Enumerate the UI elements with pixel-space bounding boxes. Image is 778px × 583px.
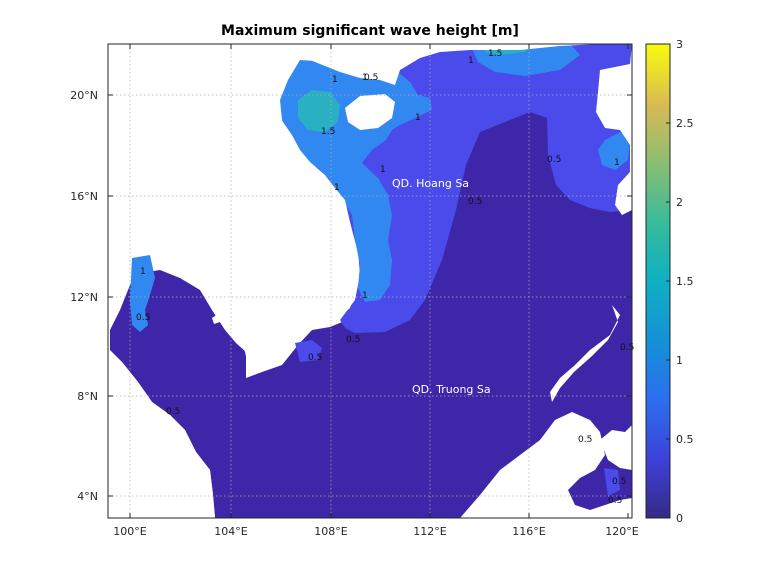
y-tick-label: 20°N (70, 89, 98, 102)
x-tick-label: 108°E (314, 525, 347, 538)
contour-label: 0.5 (166, 407, 180, 417)
sea-region-1m-borneo (604, 468, 620, 496)
land-indochina (108, 44, 358, 374)
land-cambodia-island (212, 314, 220, 324)
sea-region-1m-south (295, 340, 322, 362)
contour-label: 0.5 (346, 335, 360, 345)
colorbar-tick-label: 3 (676, 38, 683, 51)
contour-label: 1 (334, 183, 340, 193)
wave-field (108, 44, 632, 518)
colorbar-tick-label: 1.5 (676, 275, 694, 288)
land-luzon (596, 44, 632, 215)
contour-label: 1 (468, 56, 474, 66)
land-china-coast (300, 44, 600, 85)
y-tick-label: 16°N (70, 190, 98, 203)
contour-label: 0.5 (612, 477, 626, 487)
colorbar-tick-label: 2.5 (676, 117, 694, 130)
x-tick-label: 104°E (214, 525, 247, 538)
contour-label: 0.5 (578, 435, 592, 445)
contour-label: 1 (614, 158, 620, 168)
colorbar-tick-label: 2 (676, 196, 683, 209)
contour-label: 1 (415, 113, 421, 123)
y-tick-labels: 20°N 16°N 12°N 8°N 4°N (70, 89, 98, 503)
colorbar-ticks (666, 43, 670, 519)
colorbar-tick-label: 0 (676, 512, 683, 525)
colorbar-tick-labels: 3 2.5 2 1.5 1 0.5 0 (676, 38, 694, 525)
place-hoang-sa: QD. Hoang Sa (392, 177, 469, 190)
sea-region-1-5m (298, 90, 340, 132)
land-borneo (460, 412, 632, 518)
x-tick-labels: 100°E 104°E 108°E 112°E 116°E 120°E (113, 525, 638, 538)
land-hainan (345, 94, 395, 130)
contour-label: 1.5 (321, 127, 335, 137)
colorbar-tick-label: 1 (676, 354, 683, 367)
y-tick-label: 8°N (77, 390, 98, 403)
axes-frame (107, 43, 633, 519)
contour-label: 1 (362, 291, 368, 301)
contour-label: 1 (140, 267, 146, 277)
contour-label: 1.5 (488, 49, 502, 59)
sea-region-1m-thai (130, 255, 155, 332)
x-tick-label: 100°E (113, 525, 146, 538)
map-title: Maximum significant wave height [m] (221, 23, 519, 39)
sea-region-1m-luzon (598, 132, 630, 170)
x-tick-label: 120°E (605, 525, 638, 538)
contour-label: 0.5 (468, 197, 482, 207)
frame-ticks (108, 44, 632, 518)
contour-label: 1 (332, 75, 338, 85)
contour-label: 0.5 (620, 343, 634, 353)
land-mindanao (600, 425, 632, 470)
place-truong-sa: QD. Truong Sa (412, 383, 491, 396)
x-tick-label: 116°E (512, 525, 545, 538)
contour-labels: 1 1 1 1 1 1 1 1 1.5 1.5 0.5 0.5 0.5 0.5 … (136, 49, 634, 506)
contour-label: 0.5 (608, 496, 622, 506)
contour-label: 1 (380, 165, 386, 175)
map-grid (108, 44, 632, 518)
y-tick-label: 4°N (77, 490, 98, 503)
contour-label: 1 (362, 73, 368, 83)
contour-label: 0.5 (136, 313, 150, 323)
colorbar-tick-label: 0.5 (676, 433, 694, 446)
land-malay-peninsula (108, 350, 215, 518)
contour-label: 0.5 (364, 73, 378, 83)
y-tick-label: 12°N (70, 291, 98, 304)
land-palawan (550, 305, 620, 402)
contour-label: 0.5 (547, 155, 561, 165)
x-tick-label: 112°E (413, 525, 446, 538)
contour-label: 0.5 (308, 353, 322, 363)
